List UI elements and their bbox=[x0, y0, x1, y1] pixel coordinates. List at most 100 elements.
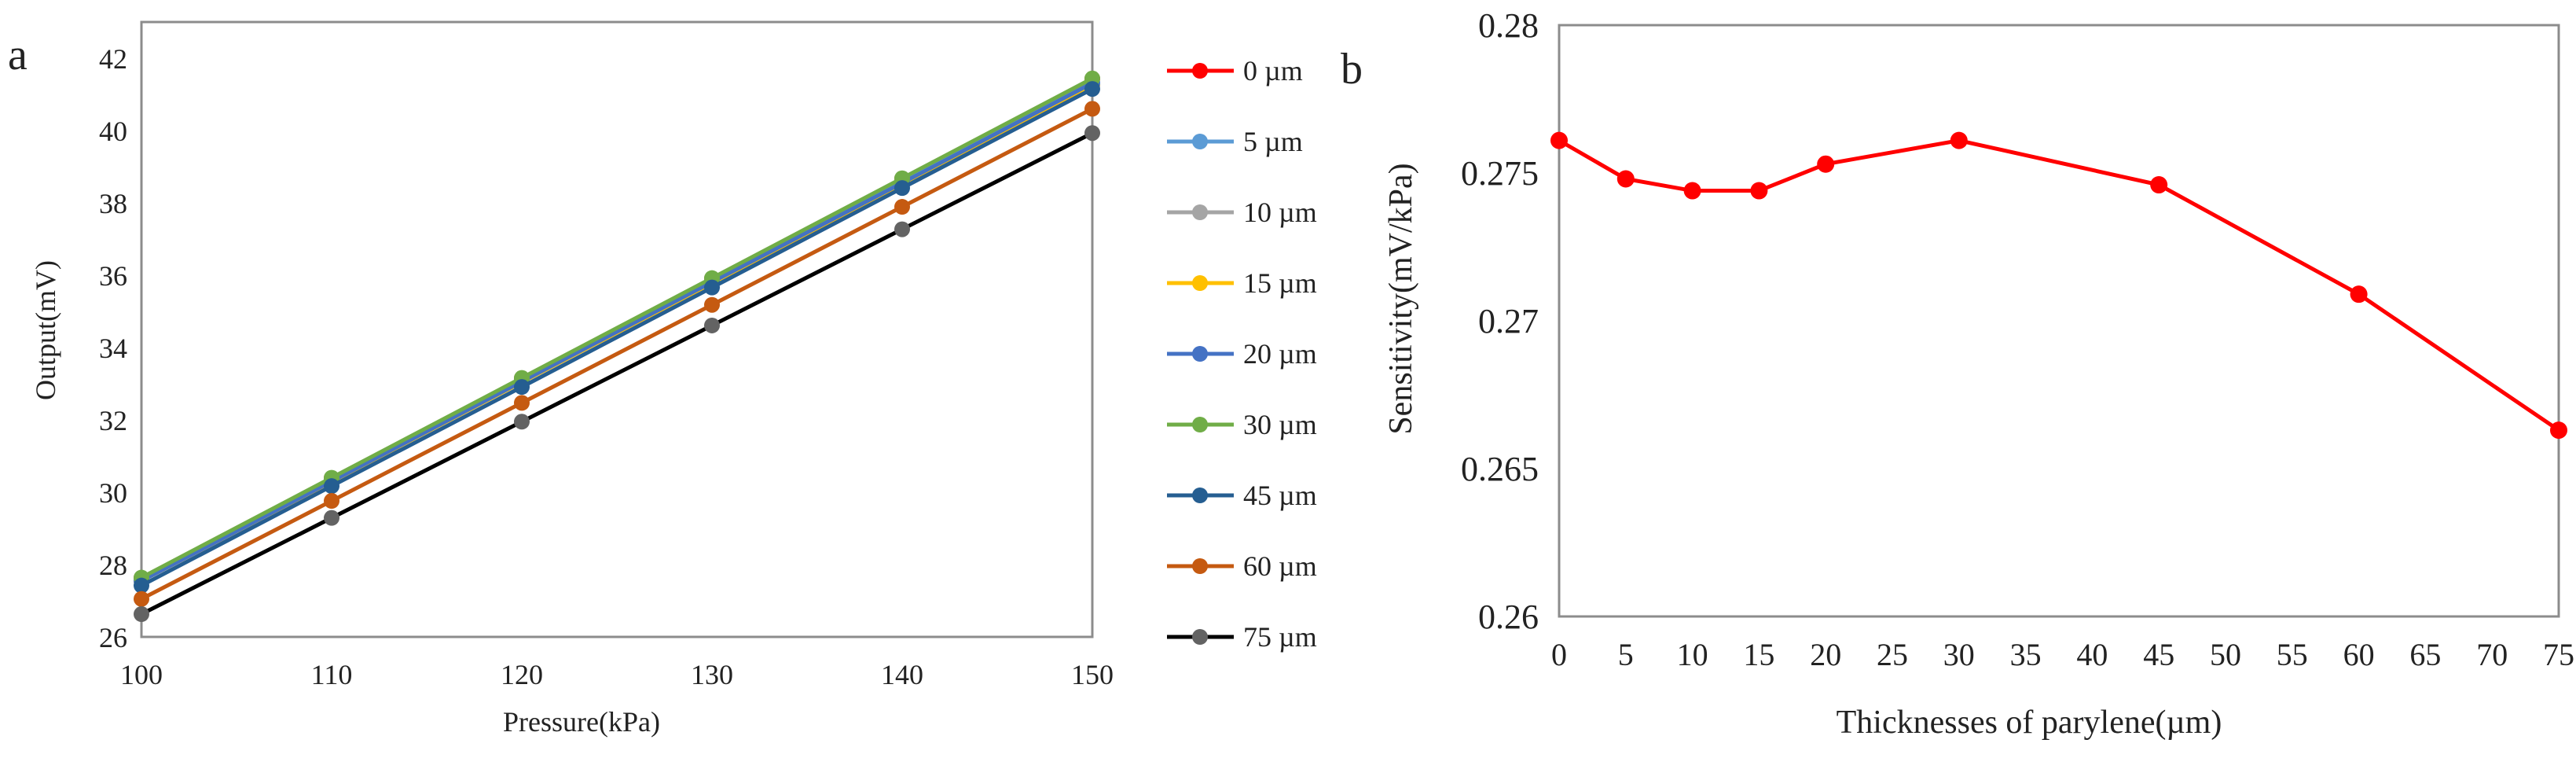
data-point bbox=[1616, 170, 1635, 188]
data-point bbox=[1683, 182, 1701, 200]
data-point bbox=[1817, 155, 1835, 173]
data-point bbox=[704, 279, 720, 296]
legend-item-30-m: 30 µm bbox=[1167, 409, 1317, 440]
panel-b-y-tick-label: 0.28 bbox=[1478, 6, 1539, 45]
legend-item-5-m: 5 µm bbox=[1167, 126, 1303, 157]
panel-b-x-tick-label: 40 bbox=[2076, 637, 2108, 672]
panel-b-x-tick-label: 60 bbox=[2343, 637, 2375, 672]
panel-b-y-ticks: 0.26 0.265 0.27 0.275 0.28 bbox=[1461, 6, 1539, 636]
panel-b-x-tick-label: 65 bbox=[2409, 637, 2441, 672]
legend-marker bbox=[1192, 204, 1208, 220]
panel-a-x-tick-label: 110 bbox=[311, 659, 353, 690]
panel-b-y-tick-label: 0.275 bbox=[1461, 154, 1539, 193]
data-point bbox=[704, 296, 720, 313]
data-point bbox=[324, 510, 339, 526]
data-point bbox=[2150, 176, 2168, 194]
panel-a-x-tick-label: 100 bbox=[120, 659, 163, 690]
legend-marker bbox=[1192, 558, 1208, 574]
legend-item-15-m: 15 µm bbox=[1167, 267, 1317, 299]
panel-b-x-tick-label: 50 bbox=[2210, 637, 2241, 672]
panel-b-x-tick-label: 25 bbox=[1877, 637, 1908, 672]
panel-b-x-tick-label: 70 bbox=[2476, 637, 2508, 672]
panel-a-y-tick-label: 28 bbox=[99, 550, 127, 581]
data-point bbox=[1084, 125, 1100, 142]
panel-a-y-axis-title: Output(mV) bbox=[30, 260, 61, 400]
panel-a-chart: a Pressure(kPa) Output(mV) 100 110 120 130 1… bbox=[8, 20, 1317, 738]
legend-marker bbox=[1192, 134, 1208, 149]
panel-a-y-tick-label: 34 bbox=[99, 333, 127, 364]
series-line bbox=[140, 86, 1094, 587]
panel-b-y-tick-label: 0.265 bbox=[1461, 450, 1539, 488]
series-line bbox=[140, 107, 1094, 601]
legend-label: 45 µm bbox=[1243, 480, 1317, 511]
legend-marker bbox=[1192, 488, 1208, 503]
legend-label: 20 µm bbox=[1243, 338, 1317, 370]
panel-a-y-tick-label: 32 bbox=[99, 405, 127, 436]
panel-b-x-tick-label: 30 bbox=[1943, 637, 1975, 672]
data-point bbox=[1084, 81, 1100, 98]
panel-a-x-tick-label: 120 bbox=[501, 659, 543, 690]
series-60-m bbox=[134, 101, 1100, 607]
legend-marker bbox=[1192, 417, 1208, 432]
legend-label: 60 µm bbox=[1243, 550, 1317, 582]
data-point bbox=[704, 317, 720, 333]
legend-marker bbox=[1192, 629, 1208, 645]
panel-a-x-tick-label: 150 bbox=[1071, 659, 1114, 690]
data-point bbox=[134, 591, 149, 607]
panel-b-x-tick-label: 75 bbox=[2543, 637, 2574, 672]
panel-b-x-tick-label: 5 bbox=[1618, 637, 1634, 672]
legend-label: 15 µm bbox=[1243, 267, 1317, 299]
series-line bbox=[140, 76, 1094, 580]
legend-item-0-m: 0 µm bbox=[1167, 55, 1303, 86]
panel-b-x-tick-label: 45 bbox=[2143, 637, 2174, 672]
panel-b-chart: b Thicknesses of parylene(µm) Sensitivit… bbox=[1341, 6, 2574, 741]
panel-a-plot-frame bbox=[140, 20, 1094, 638]
panel-b-x-axis-title: Thicknesses of parylene(µm) bbox=[1837, 705, 2222, 741]
legend-item-10-m: 10 µm bbox=[1167, 197, 1317, 228]
data-point bbox=[2550, 421, 2567, 440]
panel-a-y-tick-label: 38 bbox=[99, 188, 127, 219]
data-point bbox=[2350, 285, 2368, 304]
legend-item-75-m: 75 µm bbox=[1167, 621, 1317, 653]
data-point bbox=[324, 478, 339, 495]
series-line bbox=[1558, 138, 2560, 432]
legend-label: 10 µm bbox=[1243, 197, 1317, 228]
panel-a-y-tick-label: 30 bbox=[99, 477, 127, 509]
panel-a-legend: 0 µm 5 µm 10 µm 15 µm 20 µm 30 µm 45 µm 60 µm 75… bbox=[1167, 55, 1317, 653]
data-point bbox=[324, 493, 339, 510]
panel-b-y-tick-label: 0.27 bbox=[1478, 302, 1539, 340]
panel-b-x-tick-label: 10 bbox=[1677, 637, 1708, 672]
panel-a-y-tick-label: 40 bbox=[99, 116, 127, 147]
panel-b-label: b bbox=[1341, 45, 1363, 94]
data-point bbox=[894, 180, 910, 197]
panel-b-plot-frame bbox=[1558, 24, 2560, 618]
panel-b-x-tick-label: 55 bbox=[2277, 637, 2308, 672]
panel-a-x-tick-label: 130 bbox=[691, 659, 733, 690]
data-point bbox=[1750, 182, 1768, 200]
legend-label: 0 µm bbox=[1243, 55, 1303, 86]
series-line bbox=[140, 131, 1094, 616]
panel-b-x-tick-label: 15 bbox=[1743, 637, 1774, 672]
data-point bbox=[134, 577, 149, 594]
panel-a-y-tick-label: 26 bbox=[99, 622, 127, 653]
data-point bbox=[134, 606, 149, 623]
data-point bbox=[514, 395, 530, 411]
panel-b-x-tick-label: 20 bbox=[1810, 637, 1841, 672]
legend-item-60-m: 60 µm bbox=[1167, 550, 1317, 582]
legend-item-45-m: 45 µm bbox=[1167, 480, 1317, 511]
panel-b-x-ticks: 0 5 10 15 20 25 30 35 40 45 50 55 60 65 70 75 bbox=[1551, 637, 2574, 672]
series-line bbox=[140, 81, 1094, 583]
legend-marker bbox=[1192, 63, 1208, 79]
data-point bbox=[1950, 131, 1968, 149]
data-point bbox=[514, 379, 530, 396]
legend-label: 30 µm bbox=[1243, 409, 1317, 440]
series-75-m bbox=[134, 125, 1100, 623]
legend-item-20-m: 20 µm bbox=[1167, 338, 1317, 370]
panel-a-x-tick-label: 140 bbox=[881, 659, 923, 690]
panel-a-y-tick-label: 36 bbox=[99, 260, 127, 292]
panel-a-x-axis-title: Pressure(kPa) bbox=[503, 706, 660, 738]
panel-b-y-axis-title: Sensitivity(mV/kPa) bbox=[1383, 163, 1419, 434]
data-point bbox=[1550, 131, 1568, 149]
panel-a-y-ticks: 26 28 30 32 34 36 38 40 42 bbox=[99, 43, 127, 653]
